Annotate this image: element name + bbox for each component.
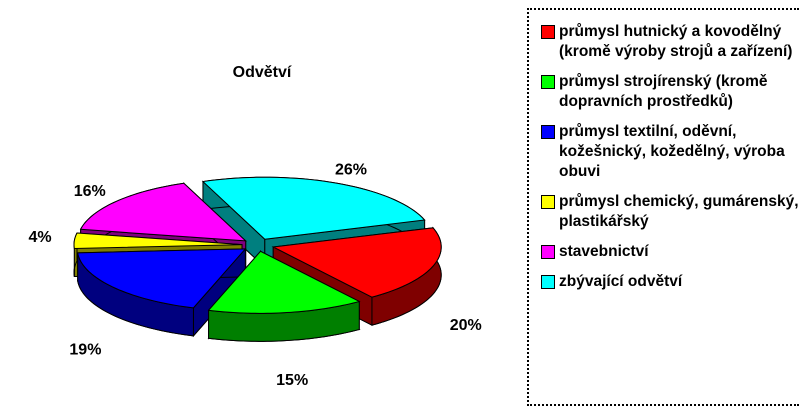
data-label: 26% (335, 161, 367, 178)
legend-swatch (541, 275, 555, 289)
slice-top (79, 182, 248, 242)
legend-item: průmysl strojírenský (kromě dopravních p… (541, 72, 799, 112)
legend-swatch (541, 245, 555, 259)
slice-top (73, 232, 243, 250)
legend-swatch (541, 25, 555, 39)
legend-label: průmysl hutnický a kovodělný (kromě výro… (559, 23, 793, 60)
legend-swatch (541, 75, 555, 89)
slice-top (201, 176, 426, 240)
legend-label: zbývající odvětví (559, 273, 683, 290)
legend-label: průmysl chemický, gumárenský, plastikářs… (559, 193, 799, 230)
data-label: 19% (69, 342, 101, 359)
chart: Odvětví 20% 15% 19% 4% 16% 26% (28, 64, 482, 389)
legend-item: průmysl hutnický a kovodělný (kromě výro… (541, 22, 799, 62)
data-label: 20% (450, 317, 482, 334)
legend-label: průmysl textilní, oděvní, kožešnický, ko… (559, 123, 785, 180)
legend-item: zbývající odvětví (541, 272, 799, 292)
slice-top (207, 250, 361, 314)
legend-swatch (541, 125, 555, 139)
slice-top (77, 248, 247, 309)
slice-top (271, 227, 442, 298)
legend-label: průmysl strojírenský (kromě dopravních p… (559, 73, 768, 110)
legend-item: stavebnictví (541, 242, 799, 262)
legend-swatch (541, 195, 555, 209)
legend: průmysl hutnický a kovodělný (kromě výro… (527, 8, 799, 406)
slice (77, 247, 247, 338)
data-label: 15% (276, 372, 308, 389)
data-label: 16% (74, 183, 106, 200)
legend-item: průmysl chemický, gumárenský, plastikářs… (541, 192, 799, 232)
chart-title: Odvětví (233, 64, 292, 81)
legend-item: průmysl textilní, oděvní, kožešnický, ko… (541, 122, 799, 182)
slice (207, 249, 361, 342)
data-label: 4% (28, 229, 51, 246)
legend-label: stavebnictví (559, 243, 649, 260)
